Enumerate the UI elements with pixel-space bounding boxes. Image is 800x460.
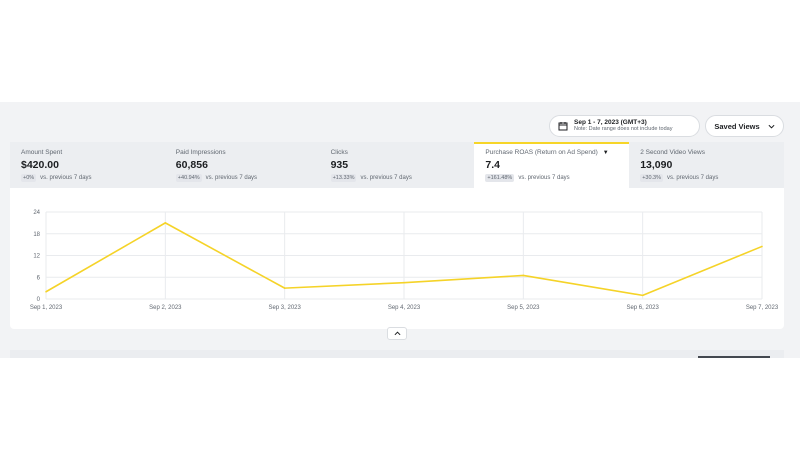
y-tick-label: 6	[37, 275, 41, 281]
scroll-indicator	[698, 356, 770, 358]
comparison-text: vs. previous 7 days	[40, 175, 92, 181]
tab-paid-impressions[interactable]: Paid Impressions 60,856 +40.94% vs. prev…	[164, 142, 320, 188]
data-point	[164, 222, 167, 224]
data-point	[283, 287, 286, 289]
chart-card: 0 6 12 18 24 Sep 1, 2023 Sep 2, 2023 Sep 3, 202…	[10, 188, 784, 329]
metric-label: 2 Second Video Views	[640, 149, 705, 156]
change-badge: +0%	[21, 174, 37, 182]
next-section-edge	[10, 350, 784, 358]
saved-views-button[interactable]: Saved Views	[705, 115, 784, 137]
metric-value: 60,856	[175, 159, 208, 171]
date-range-picker[interactable]: Sep 1 - 7, 2023 (GMT+3) Note: Date range…	[549, 115, 700, 137]
tab-2-second-video-views[interactable]: 2 Second Video Views 13,090 +30.3% vs. p…	[629, 142, 784, 188]
calendar-icon	[558, 122, 568, 131]
x-tick-label: Sep 7, 2023	[746, 305, 779, 311]
metric-tabs: Amount Spent $420.00 +0% vs. previous 7 …	[10, 142, 784, 190]
metric-value: 13,090	[640, 159, 673, 171]
date-range-label: Sep 1 - 7, 2023 (GMT+3)	[574, 118, 647, 126]
date-range-note: Note: Date range does not include today	[574, 126, 673, 132]
chevron-up-icon	[394, 331, 400, 336]
metric-value: 935	[330, 159, 349, 171]
metric-value: $420.00	[21, 159, 59, 171]
change-badge: +13.33%	[330, 174, 357, 182]
metric-value: 7.4	[485, 159, 500, 171]
change-badge: +30.3%	[640, 174, 663, 182]
y-tick-label: 24	[33, 210, 40, 216]
change-badge: +161.48%	[485, 174, 515, 182]
x-tick-label: Sep 3, 2023	[268, 305, 301, 311]
x-tick-label: Sep 2, 2023	[149, 305, 182, 311]
ads-reporting-panel: Sep 1 - 7, 2023 (GMT+3) Note: Date range…	[0, 102, 800, 358]
comparison-text: vs. previous 7 days	[360, 175, 412, 181]
tab-amount-spent[interactable]: Amount Spent $420.00 +0% vs. previous 7 …	[10, 142, 165, 188]
saved-views-label: Saved Views	[714, 121, 760, 131]
metric-label: Purchase ROAS (Return on Ad Spend)	[485, 149, 598, 156]
roas-line-chart: 0 6 12 18 24 Sep 1, 2023 Sep 2, 2023 Sep 3, 202…	[30, 210, 779, 311]
y-tick-label: 0	[37, 297, 41, 303]
comparison-text: vs. previous 7 days	[667, 175, 719, 181]
comparison-text: vs. previous 7 days	[205, 175, 258, 181]
collapse-chart-button[interactable]	[387, 327, 407, 340]
data-point	[522, 274, 525, 277]
comparison-text: vs. previous 7 days	[518, 175, 570, 181]
tab-clicks[interactable]: Clicks 935 +13.33% vs. previous 7 days	[319, 142, 475, 188]
tab-purchase-roas[interactable]: Purchase ROAS (Return on Ad Spend) ▼ 7.4…	[474, 142, 630, 190]
chevron-down-icon	[768, 124, 775, 129]
metric-label: Amount Spent	[21, 149, 63, 156]
page-background	[0, 358, 800, 460]
date-range-text: Sep 1 - 7, 2023 (GMT+3) Note: Date range…	[574, 118, 673, 133]
x-tick-label: Sep 1, 2023	[30, 305, 63, 311]
caret-down-icon[interactable]: ▼	[602, 149, 609, 156]
change-badge: +40.94%	[175, 174, 202, 182]
x-tick-label: Sep 5, 2023	[507, 305, 540, 311]
y-tick-label: 12	[33, 254, 40, 260]
data-point	[761, 245, 763, 248]
data-point	[45, 290, 47, 293]
metric-label: Paid Impressions	[175, 149, 226, 156]
data-point	[641, 294, 644, 297]
x-tick-label: Sep 4, 2023	[388, 305, 421, 311]
x-tick-label: Sep 6, 2023	[626, 305, 659, 311]
data-point	[403, 281, 405, 284]
metric-label: Clicks	[330, 149, 348, 156]
y-tick-label: 18	[33, 232, 40, 238]
